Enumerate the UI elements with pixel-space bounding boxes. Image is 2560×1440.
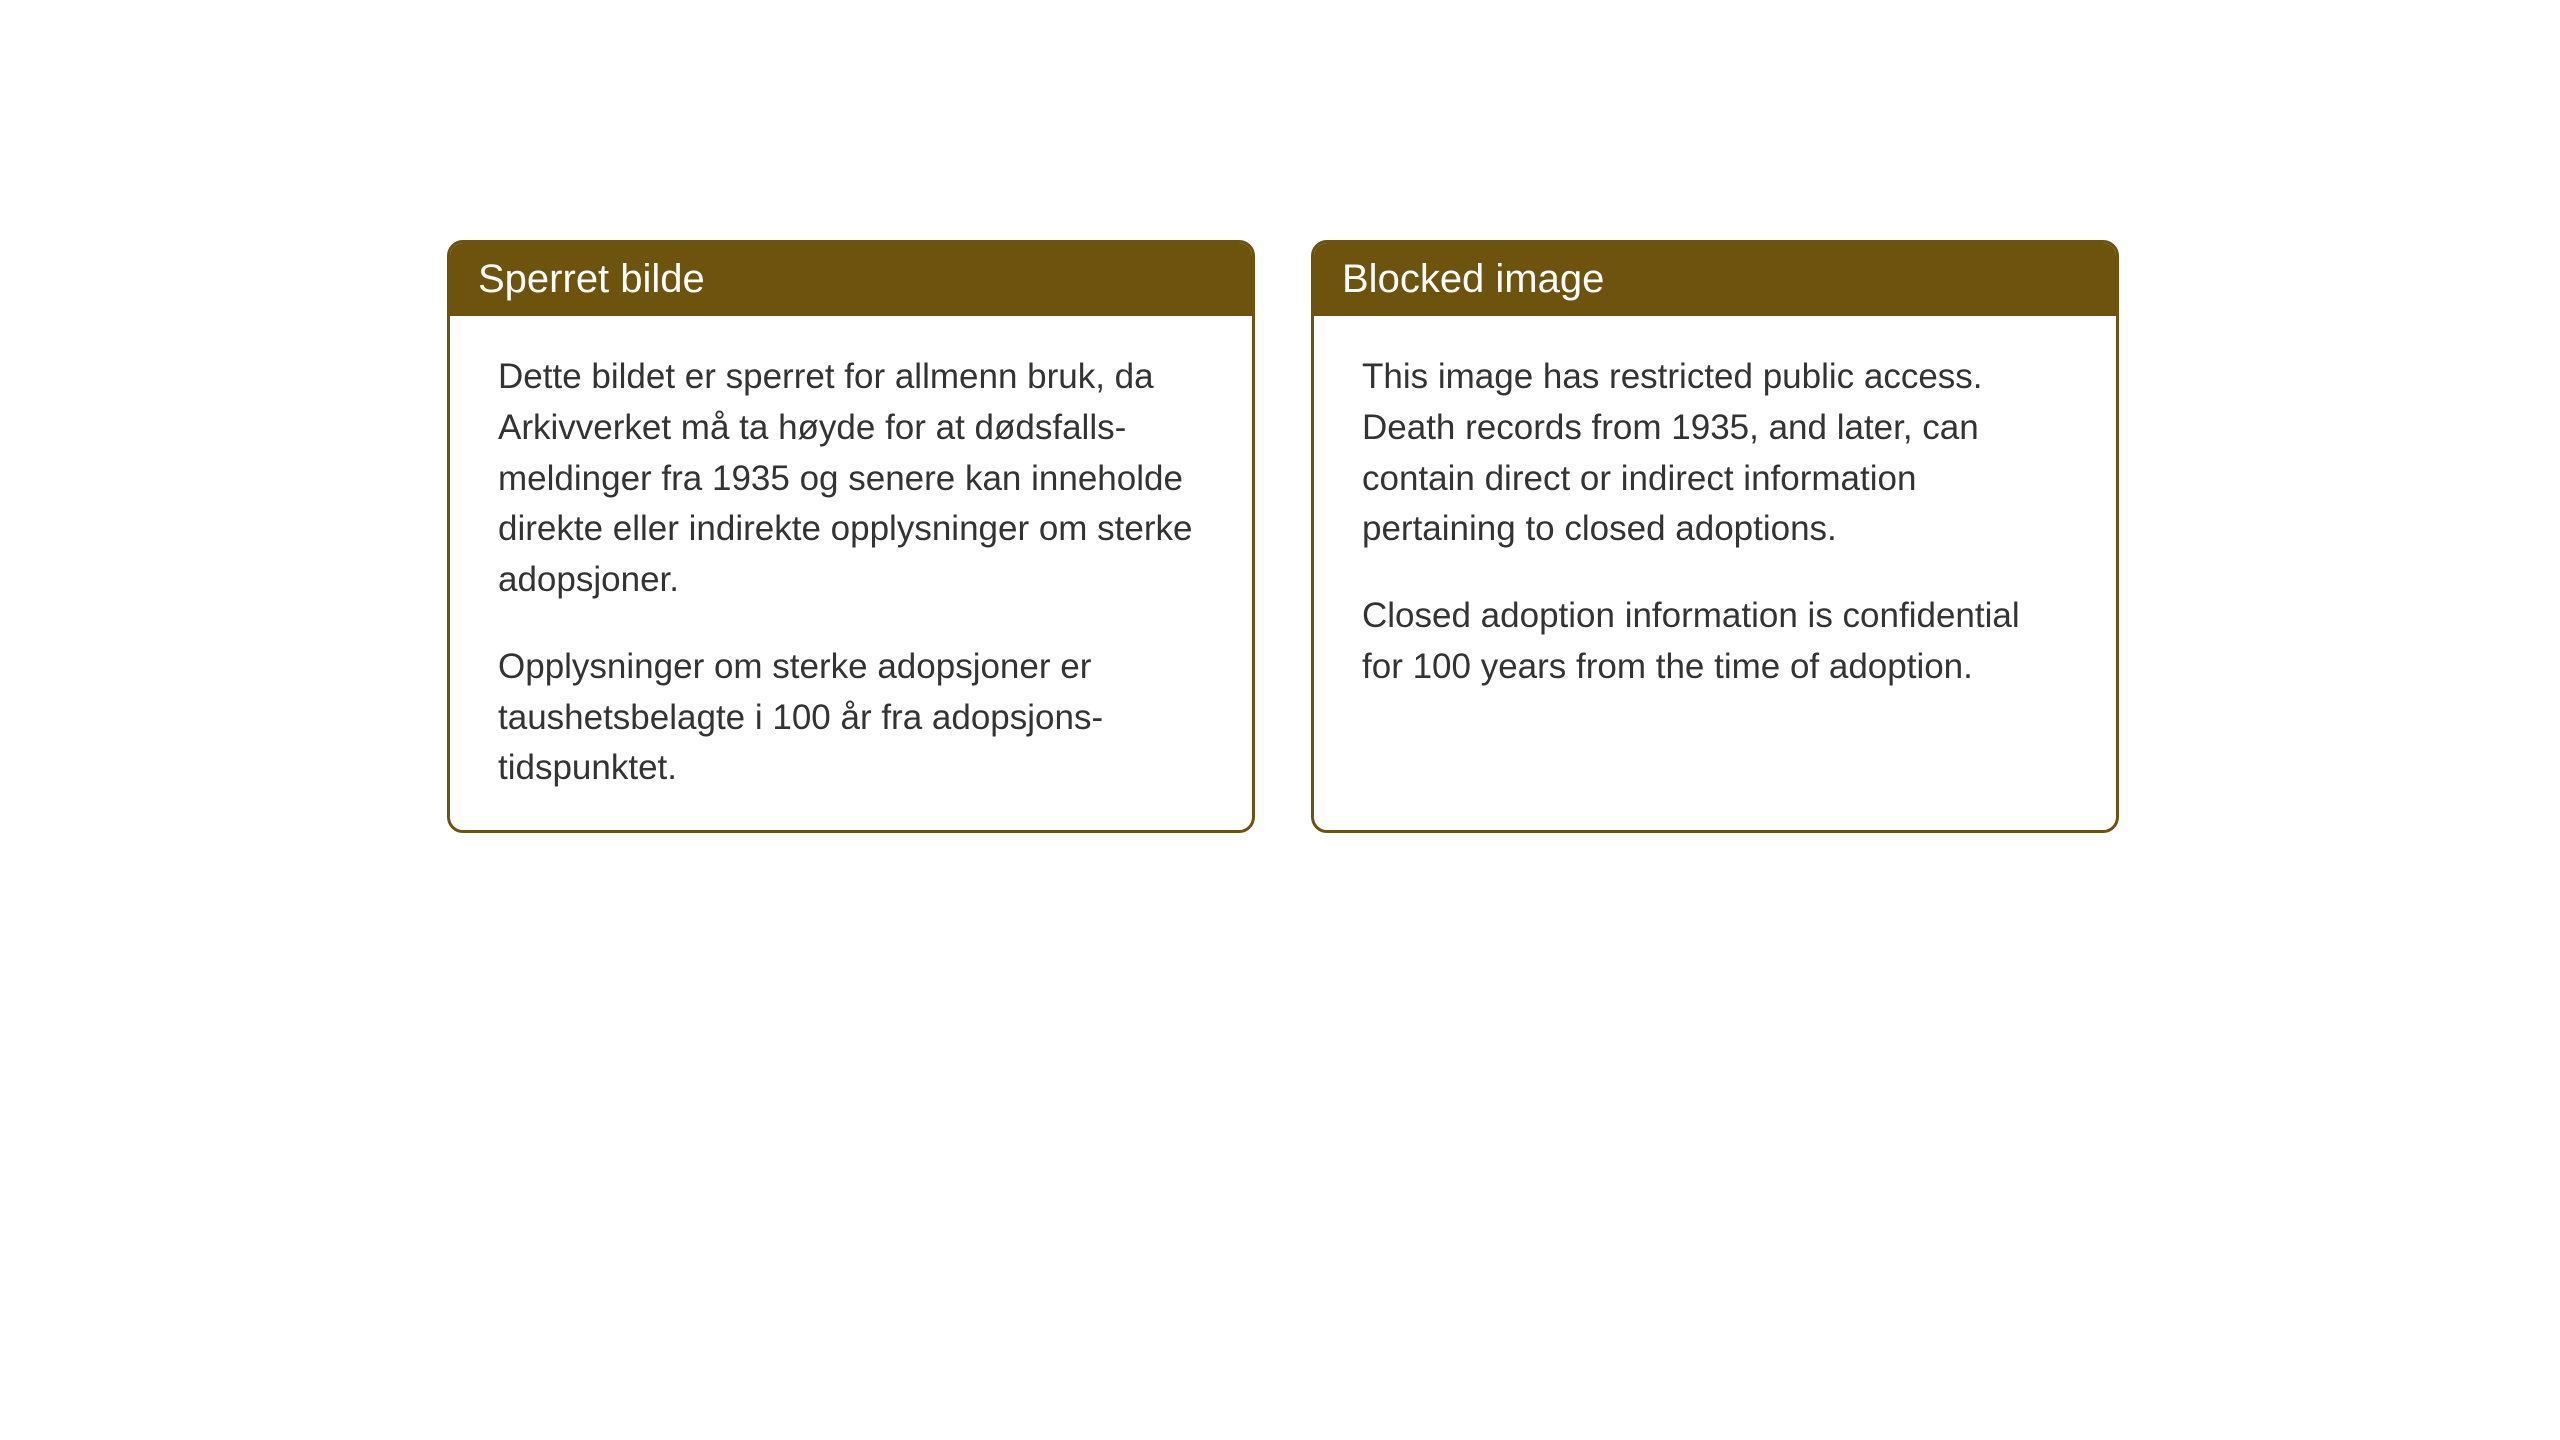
box-title-norwegian: Sperret bilde: [478, 257, 705, 301]
box-body-english: This image has restricted public access.…: [1314, 316, 2116, 729]
box-title-english: Blocked image: [1342, 257, 1604, 301]
info-box-english: Blocked image This image has restricted …: [1311, 240, 2119, 833]
box-body-norwegian: Dette bildet er sperret for allmenn bruk…: [450, 316, 1252, 830]
info-boxes-container: Sperret bilde Dette bildet er sperret fo…: [447, 240, 2119, 833]
paragraph-norwegian-2: Opplysninger om sterke adopsjoner er tau…: [498, 642, 1204, 794]
box-header-norwegian: Sperret bilde: [450, 243, 1252, 316]
info-box-norwegian: Sperret bilde Dette bildet er sperret fo…: [447, 240, 1255, 833]
paragraph-english-1: This image has restricted public access.…: [1362, 352, 2068, 555]
paragraph-norwegian-1: Dette bildet er sperret for allmenn bruk…: [498, 352, 1204, 606]
paragraph-english-2: Closed adoption information is confident…: [1362, 591, 2068, 693]
box-header-english: Blocked image: [1314, 243, 2116, 316]
